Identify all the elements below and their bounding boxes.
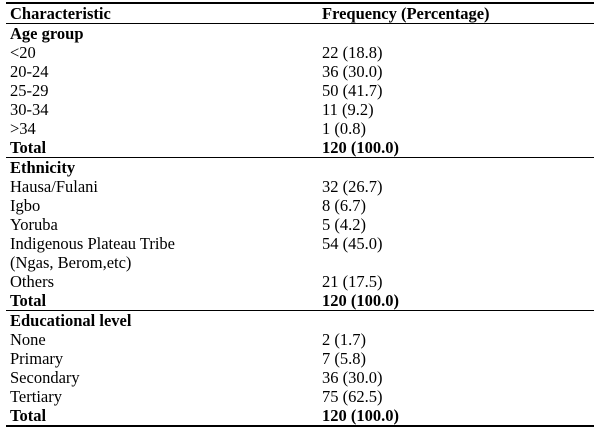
row-value: 32 (26.7) — [322, 177, 383, 196]
section-title-row: Educational level — [6, 311, 594, 331]
row-value: 36 (30.0) — [322, 62, 383, 81]
header-frequency: Frequency (Percentage) — [322, 2, 594, 24]
row-label-text: 25-29 — [10, 81, 49, 100]
row-value: 21 (17.5) — [322, 272, 383, 291]
table-row: Primary 7 (5.8) — [6, 349, 594, 368]
total-label: Total — [6, 406, 322, 427]
table-row: 20-24 36 (30.0) — [6, 62, 594, 81]
row-value: 22 (18.8) — [322, 43, 383, 62]
row-label-text: Tertiary — [10, 387, 62, 406]
row-label: 20-24 — [6, 62, 322, 81]
row-label-continuation: (Ngas, Berom,etc) — [10, 253, 132, 272]
row-label-text: 30-34 — [10, 100, 49, 119]
row-label: >34 — [6, 119, 322, 138]
table-row: None 2 (1.7) — [6, 330, 594, 349]
row-label-text: Indigenous Plateau Tribe — [10, 234, 175, 253]
row-label-text: Igbo — [10, 196, 41, 215]
section-title-row: Age group — [6, 24, 594, 44]
row-value: 36 (30.0) — [322, 368, 383, 387]
table-row: Tertiary 75 (62.5) — [6, 387, 594, 406]
total-value: 120 (100.0) — [322, 406, 594, 427]
row-label-text: Yoruba — [10, 215, 58, 234]
row-value: 75 (62.5) — [322, 387, 383, 406]
total-value: 120 (100.0) — [322, 291, 594, 311]
total-row: Total 120 (100.0) — [6, 138, 594, 158]
table-row: Others 21 (17.5) — [6, 272, 594, 291]
row-label-text: Others — [10, 272, 54, 291]
row-label-text: Primary — [10, 349, 64, 368]
table-row: Igbo 8 (6.7) — [6, 196, 594, 215]
demographics-table: Characteristic Frequency (Percentage) Ag… — [6, 2, 594, 427]
row-label: Primary — [6, 349, 322, 368]
table-row: Hausa/Fulani 32 (26.7) — [6, 177, 594, 196]
row-value: 54 (45.0) — [322, 234, 383, 253]
table-row: 25-29 50 (41.7) — [6, 81, 594, 100]
table-header-row: Characteristic Frequency (Percentage) — [6, 2, 594, 24]
section-title: Ethnicity — [10, 158, 76, 177]
table-row: >34 1 (0.8) — [6, 119, 594, 138]
total-value: 120 (100.0) — [322, 138, 594, 158]
row-value: 7 (5.8) — [322, 349, 366, 368]
table-row: Indigenous Plateau Tribe (Ngas, Berom,etc… — [6, 234, 594, 272]
row-label-text: Hausa/Fulani — [10, 177, 98, 196]
section-title: Educational level — [10, 311, 132, 330]
total-label: Total — [6, 138, 322, 158]
row-label: Yoruba — [6, 215, 322, 234]
row-label-text: <20 — [10, 43, 36, 62]
table-row: Yoruba 5 (4.2) — [6, 215, 594, 234]
section-title-row: Ethnicity — [6, 158, 594, 178]
row-label-text: None — [10, 330, 46, 349]
row-label: Others — [6, 272, 322, 291]
row-label: 30-34 — [6, 100, 322, 119]
row-value: 5 (4.2) — [322, 215, 366, 234]
total-label: Total — [6, 291, 322, 311]
total-row: Total 120 (100.0) — [6, 291, 594, 311]
row-value: 50 (41.7) — [322, 81, 383, 100]
row-value: 8 (6.7) — [322, 196, 366, 215]
row-label: Indigenous Plateau Tribe (Ngas, Berom,etc… — [6, 234, 322, 272]
table-row: 30-34 11 (9.2) — [6, 100, 594, 119]
row-label: Hausa/Fulani — [6, 177, 322, 196]
row-label: None — [6, 330, 322, 349]
table-row: <20 22 (18.8) — [6, 43, 594, 62]
row-label: Secondary — [6, 368, 322, 387]
row-value: 1 (0.8) — [322, 119, 366, 138]
row-label-text: 20-24 — [10, 62, 49, 81]
section-title: Age group — [10, 24, 84, 43]
row-label: Igbo — [6, 196, 322, 215]
row-value: 11 (9.2) — [322, 100, 374, 119]
header-characteristic: Characteristic — [6, 2, 322, 24]
total-row: Total 120 (100.0) — [6, 406, 594, 427]
row-label: <20 — [6, 43, 322, 62]
table-row: Secondary 36 (30.0) — [6, 368, 594, 387]
row-label-text: Secondary — [10, 368, 80, 387]
row-value: 2 (1.7) — [322, 330, 366, 349]
row-label: Tertiary — [6, 387, 322, 406]
row-label-text: >34 — [10, 119, 36, 138]
row-label: 25-29 — [6, 81, 322, 100]
